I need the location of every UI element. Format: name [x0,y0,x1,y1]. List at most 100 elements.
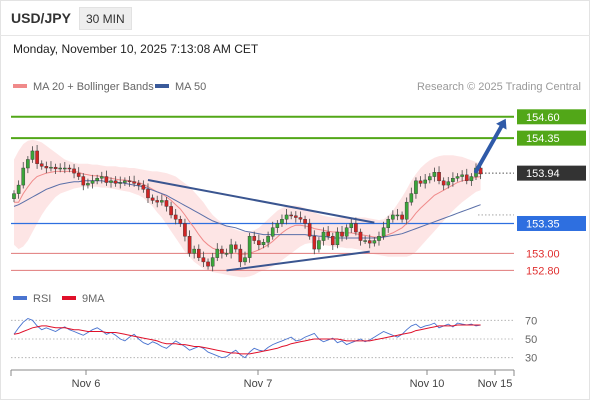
candle [354,217,358,236]
candle-body [233,244,238,250]
candle [132,175,136,187]
candle-body [26,159,30,169]
candle-body [58,167,62,170]
candle [35,144,39,169]
candle [72,164,76,179]
time-tick-label: Nov 10 [410,378,445,390]
candle-body [284,214,289,220]
candle-body [173,214,178,220]
candle-body [224,253,229,255]
candle [303,215,307,229]
candle-body [303,219,307,224]
symbol-label: USD/JPY [11,10,71,26]
candle-body [391,214,395,220]
candle-body [104,176,109,183]
candle [173,208,178,225]
rsi-panel: RSI 9MA 70 50 30 [11,293,537,365]
candle-body [196,248,201,258]
candle-body [160,200,164,203]
candle [169,201,173,219]
candle [201,251,206,268]
candle-body [372,240,377,244]
band-fill [14,139,481,278]
timeframe-button[interactable]: 30 MIN [79,7,132,30]
candle-body [344,227,349,237]
candle [136,179,141,191]
level-badge [517,109,586,125]
trendline [147,178,375,224]
candle [187,230,192,257]
candle [298,211,303,223]
candle [192,245,196,259]
candle [109,177,113,188]
candle-body [321,231,326,241]
candle-body [99,176,104,179]
candle [257,234,261,250]
candle-body [270,227,275,237]
time-tick-label: Nov 6 [72,378,101,390]
candle [247,232,252,263]
candles [12,144,483,272]
candle-body [437,172,441,182]
candle-body [247,236,252,258]
candle [44,161,49,174]
candle [210,252,215,272]
candle [349,218,354,233]
candle-body [404,201,409,220]
candle-body [358,231,363,241]
ma20-line [14,170,481,255]
candle [294,211,298,223]
candle [118,176,123,189]
candle-body [414,180,418,194]
candle-body [363,240,367,242]
candle-body [127,180,132,183]
candle [381,221,386,240]
candle-body [460,174,464,177]
time-tick-label: Nov 7 [244,378,273,390]
candle [58,163,62,173]
candle-body [95,178,99,182]
candle-body [455,176,460,179]
forecast-arrow [474,124,504,174]
candle-body [206,261,210,267]
candle-body [210,257,215,267]
candle-body [49,166,53,169]
candle-body [118,182,123,184]
level-badge [517,215,586,231]
candle-body [428,176,432,181]
candle [418,176,423,187]
candle-body [86,183,90,186]
candle-body [340,231,344,237]
candle-body [423,179,427,184]
candle-body [280,219,284,224]
candle-body [298,217,303,220]
candle [261,238,266,249]
candle-body [400,214,404,220]
candle [104,170,109,186]
candle-body [275,223,280,228]
candle-body [21,167,26,186]
candle-body [109,180,113,183]
candle-body [367,240,372,244]
candle-body [386,219,391,228]
candle-body [201,257,206,263]
candle [164,197,169,212]
candle [141,180,146,193]
candle [21,162,26,189]
rsi-tick-label: 70 [525,315,537,327]
candle-body [257,240,261,246]
candle-body [72,168,76,174]
candle-body [164,200,169,207]
credit-label: Research © 2025 Trading Central [417,81,581,93]
candle-body [30,150,35,160]
candle-body [132,181,136,184]
candle-body [53,166,58,170]
candle [400,211,404,223]
candle [464,168,469,185]
candle [455,173,460,182]
candle-body [39,163,44,167]
candle [26,156,30,174]
candle-body [178,219,183,224]
candle-body [478,167,483,175]
candle [233,241,238,253]
